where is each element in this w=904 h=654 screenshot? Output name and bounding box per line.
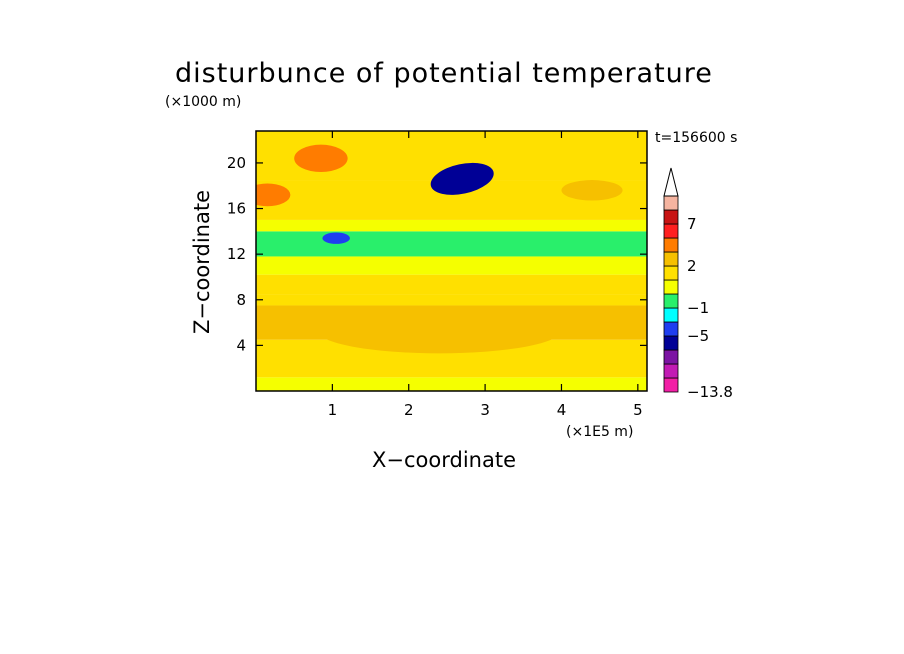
colorbar-label-2: −1 bbox=[687, 299, 709, 317]
x-tick-label-2: 3 bbox=[480, 401, 490, 419]
colorbar-swatch-0 bbox=[663, 377, 679, 393]
contour-feature-2 bbox=[322, 232, 350, 244]
y-tick-label-0: 4 bbox=[236, 336, 246, 354]
contour-band-0 bbox=[256, 377, 647, 391]
colorbar-swatch-7 bbox=[663, 279, 679, 295]
colorbar-label-0: 7 bbox=[687, 215, 697, 233]
contour-band-6 bbox=[256, 231, 647, 257]
y-tick-label-1: 8 bbox=[236, 291, 246, 309]
colorbar-label-4: −13.8 bbox=[687, 383, 733, 401]
colorbar-swatch-5 bbox=[663, 307, 679, 323]
plot-frame bbox=[255, 130, 648, 392]
colorbar-swatch-1 bbox=[663, 363, 679, 379]
x-axis-unit: (×1E5 m) bbox=[566, 424, 634, 440]
y-axis-unit: (×1000 m) bbox=[165, 94, 242, 110]
contour-band-7 bbox=[256, 219, 647, 232]
x-tick-label-1: 2 bbox=[404, 401, 414, 419]
contour-feature-6 bbox=[317, 307, 562, 354]
contour-feature-3 bbox=[294, 144, 348, 173]
colorbar-label-1: 2 bbox=[687, 257, 697, 275]
colorbar-swatch-9 bbox=[663, 251, 679, 267]
colorbar-swatch-4 bbox=[663, 321, 679, 337]
colorbar-label-3: −5 bbox=[687, 327, 709, 345]
chart-title: disturbunce of potential temperature bbox=[175, 58, 713, 89]
colorbar: 7 2 −1 −5 −13.8 bbox=[663, 167, 733, 401]
contour-band-4 bbox=[256, 274, 647, 295]
y-ticks: 4 8 12 16 20 bbox=[227, 154, 647, 354]
contour-feature-5 bbox=[561, 180, 623, 201]
x-tick-label-3: 4 bbox=[557, 401, 567, 419]
colorbar-swatch-2 bbox=[663, 349, 679, 365]
colorbar-extend-arrow bbox=[663, 167, 679, 197]
x-axis-label: X−coordinate bbox=[372, 448, 516, 472]
contour-feature-4 bbox=[256, 183, 291, 207]
y-tick-label-4: 20 bbox=[227, 154, 246, 172]
colorbar-swatch-10 bbox=[663, 237, 679, 253]
y-tick-label-3: 16 bbox=[227, 200, 246, 218]
x-tick-label-4: 5 bbox=[633, 401, 643, 419]
colorbar-swatch-6 bbox=[663, 293, 679, 309]
x-ticks: 1 2 3 4 5 bbox=[328, 131, 643, 419]
colorbar-swatch-3 bbox=[663, 335, 679, 351]
contour-field bbox=[256, 131, 647, 391]
contour-band-3 bbox=[256, 294, 647, 306]
colorbar-swatch-13 bbox=[663, 195, 679, 211]
contour-band-5 bbox=[256, 256, 647, 275]
colorbar-swatch-11 bbox=[663, 223, 679, 239]
colorbar-swatch-8 bbox=[663, 265, 679, 281]
x-tick-label-0: 1 bbox=[328, 401, 338, 419]
colorbar-swatch-12 bbox=[663, 209, 679, 225]
contour-feature-1 bbox=[443, 169, 481, 189]
y-tick-label-2: 12 bbox=[227, 245, 246, 263]
time-stamp: t=156600 s bbox=[655, 130, 738, 146]
